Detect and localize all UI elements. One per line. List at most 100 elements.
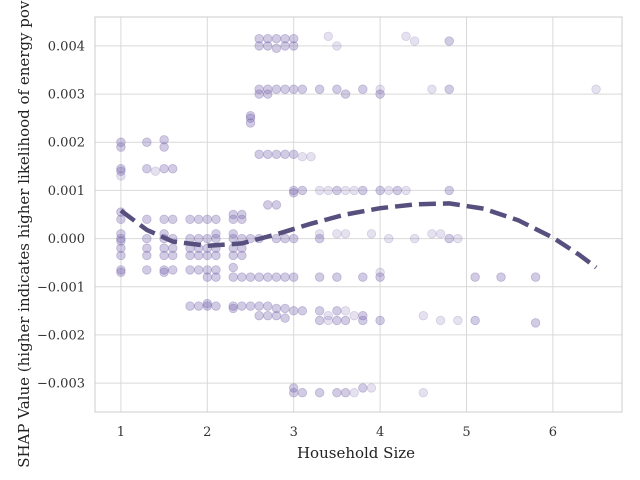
data-point — [435, 315, 446, 326]
data-point — [116, 142, 126, 152]
data-point — [435, 229, 446, 239]
data-point — [237, 214, 247, 225]
data-point — [168, 164, 178, 174]
data-point — [263, 149, 273, 159]
data-point — [211, 233, 221, 244]
data-point — [228, 303, 238, 314]
data-point — [530, 272, 541, 282]
data-point — [159, 142, 169, 152]
data-point — [254, 272, 264, 282]
data-point — [409, 233, 420, 244]
y-tick-label: −0.002 — [37, 328, 85, 343]
data-point — [168, 250, 178, 261]
data-point — [202, 298, 213, 309]
data-point — [591, 84, 601, 94]
data-point — [245, 118, 256, 128]
data-point — [306, 151, 316, 162]
data-point — [349, 388, 359, 398]
data-point — [245, 301, 256, 311]
data-point — [185, 301, 195, 311]
data-point — [193, 265, 204, 275]
data-point — [193, 214, 204, 225]
data-point — [340, 229, 351, 239]
data-point — [263, 89, 273, 99]
data-point — [271, 33, 282, 44]
data-point — [193, 301, 204, 311]
data-point — [271, 233, 282, 244]
data-point — [116, 137, 126, 147]
data-point — [332, 185, 342, 196]
x-tick-label: 2 — [203, 425, 211, 440]
data-point — [289, 383, 299, 393]
data-point — [237, 301, 247, 311]
data-point — [323, 310, 333, 321]
data-point — [245, 272, 256, 282]
data-point — [142, 214, 152, 225]
data-point — [116, 233, 126, 244]
y-tick-label: −0.003 — [37, 377, 85, 392]
data-point — [202, 250, 213, 261]
data-point — [340, 315, 351, 326]
data-point — [349, 185, 359, 196]
data-point — [168, 214, 178, 225]
data-point — [254, 301, 264, 311]
data-point — [358, 272, 368, 282]
data-point — [116, 265, 126, 275]
data-point — [263, 84, 273, 94]
data-point — [263, 310, 273, 321]
data-point — [263, 272, 273, 282]
data-point — [401, 185, 411, 196]
data-point — [271, 149, 282, 159]
y-tick-labels: −0.003 −0.002 −0.001 0.000 0.001 0.002 0.003 0.… — [37, 39, 85, 391]
data-point — [289, 149, 299, 159]
data-point — [358, 315, 368, 326]
data-point — [271, 310, 282, 321]
data-point — [159, 214, 169, 225]
data-point — [314, 315, 325, 326]
data-point — [427, 229, 437, 239]
data-point — [211, 214, 221, 225]
data-point — [289, 272, 299, 282]
data-point — [289, 233, 299, 244]
data-point — [366, 229, 377, 239]
data-point — [418, 310, 428, 321]
data-point — [211, 301, 221, 311]
data-point — [384, 233, 394, 244]
y-tick-label: 0.002 — [48, 136, 85, 151]
data-point — [237, 272, 247, 282]
data-point — [142, 250, 152, 261]
y-tick-label: 0.001 — [48, 184, 85, 199]
data-point — [297, 306, 308, 316]
data-point — [142, 137, 152, 147]
data-point — [211, 272, 221, 282]
data-point — [323, 315, 333, 326]
data-point — [254, 310, 264, 321]
data-point — [254, 84, 264, 94]
x-tick-label: 4 — [376, 425, 384, 440]
data-point — [116, 236, 126, 246]
data-point — [254, 89, 264, 99]
data-point — [271, 200, 282, 210]
data-point — [297, 151, 308, 162]
x-tick-label: 1 — [117, 425, 125, 440]
data-point — [150, 166, 161, 176]
data-point — [297, 185, 308, 196]
data-point — [116, 243, 126, 253]
data-point — [263, 200, 273, 210]
data-point — [271, 303, 282, 314]
data-point — [332, 315, 342, 326]
data-point — [366, 383, 377, 393]
data-point — [245, 111, 256, 121]
data-point — [202, 272, 213, 282]
data-point — [142, 243, 152, 253]
data-point — [375, 267, 385, 278]
data-point — [349, 310, 359, 321]
data-point — [375, 84, 385, 94]
data-point — [116, 171, 126, 181]
data-point — [323, 31, 333, 41]
data-point — [228, 209, 238, 220]
y-tick-label: 0.000 — [48, 232, 85, 247]
data-point — [314, 306, 325, 316]
data-point — [228, 301, 238, 311]
